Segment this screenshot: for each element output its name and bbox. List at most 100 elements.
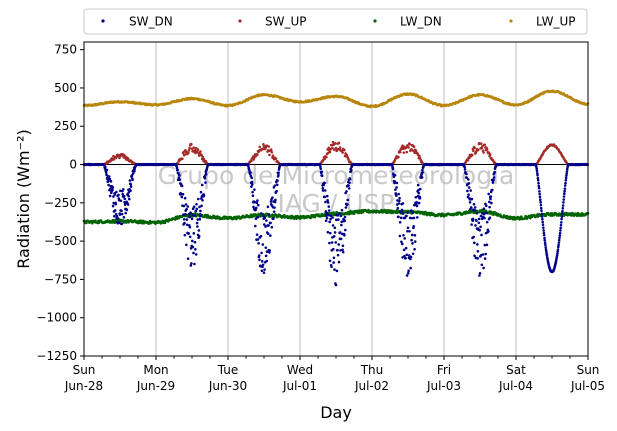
sw-dn-point <box>197 234 201 238</box>
sw-dn-point <box>326 201 330 204</box>
x-tick-label-date: Jun-30 <box>208 379 247 393</box>
sw-dn-point <box>332 256 336 260</box>
sw-dn-point <box>565 172 568 175</box>
sw-dn-point <box>194 253 198 256</box>
sw-dn-point <box>277 171 281 174</box>
sw-up-point <box>325 155 328 159</box>
sw-dn-point <box>274 198 277 202</box>
sw-dn-point <box>492 178 495 182</box>
sw-dn-point <box>200 204 203 208</box>
sw-up-point <box>488 153 492 156</box>
x-tick-label-date: Jun-29 <box>136 379 175 393</box>
sw-dn-point <box>204 172 208 176</box>
sw-dn-point <box>417 191 421 195</box>
sw-up-point <box>341 151 344 154</box>
sw-dn-point <box>200 183 204 187</box>
x-tick-label-date: Jul-02 <box>354 379 389 393</box>
sw-dn-point <box>409 266 413 270</box>
x-axis-title: Day <box>320 403 352 422</box>
sw-dn-point <box>562 195 566 198</box>
sw-dn-point <box>541 220 544 224</box>
sw-dn-point <box>325 216 329 220</box>
sw-dn-point <box>195 202 198 206</box>
sw-dn-point <box>561 204 565 207</box>
sw-dn-point <box>188 235 192 239</box>
sw-dn-point <box>394 188 397 191</box>
sw-up-point <box>334 142 337 145</box>
sw-dn-point <box>539 198 542 201</box>
sw-dn-point <box>343 215 347 219</box>
sw-dn-point <box>124 211 127 215</box>
lw-dn-point <box>357 211 361 215</box>
sw-dn-point <box>260 251 263 255</box>
sw-dn-point <box>331 224 335 227</box>
sw-dn-point <box>333 231 337 234</box>
sw-up-point <box>187 148 191 152</box>
sw-up-point <box>256 153 259 156</box>
sw-dn-point <box>184 212 187 216</box>
sw-dn-point <box>190 217 194 221</box>
sw-dn-point <box>272 210 276 213</box>
sw-dn-point <box>483 216 486 220</box>
sw-dn-point <box>557 241 561 244</box>
sw-dn-point <box>395 181 399 185</box>
legend-label-lw-dn: LW_DN <box>400 15 442 29</box>
sw-dn-point <box>125 208 129 212</box>
sw-up-point <box>267 145 271 148</box>
sw-dn-point <box>277 173 280 177</box>
sw-dn-point <box>336 248 339 252</box>
sw-dn-point <box>192 232 196 235</box>
sw-dn-point <box>329 231 332 235</box>
sw-dn-point <box>561 209 564 213</box>
sw-dn-point <box>404 256 407 260</box>
sw-dn-point <box>408 229 411 233</box>
sw-dn-point <box>186 257 190 260</box>
sw-dn-point <box>116 217 120 220</box>
sw-dn-point <box>257 203 260 207</box>
sw-dn-point <box>559 223 563 227</box>
sw-dn-point <box>467 182 471 185</box>
sw-dn-point <box>127 194 130 198</box>
sw-dn-point <box>195 207 199 211</box>
sw-dn-point <box>256 215 260 219</box>
sw-dn-point <box>417 201 421 205</box>
x-tick-label-day: Sun <box>73 363 96 377</box>
sw-dn-point <box>479 225 482 229</box>
sw-up-point <box>199 150 202 153</box>
sw-dn-point <box>542 229 545 232</box>
sw-up-point <box>343 148 346 152</box>
sw-dn-point <box>413 240 417 243</box>
sw-dn-point <box>404 246 408 250</box>
sw-dn-point <box>415 204 419 208</box>
sw-dn-point <box>564 181 567 185</box>
sw-dn-point <box>199 214 202 218</box>
legend-marker-sw-up <box>238 19 242 23</box>
sw-dn-point <box>203 176 207 180</box>
sw-dn-point <box>190 262 193 265</box>
sw-dn-point <box>477 217 481 221</box>
sw-dn-point <box>478 274 481 277</box>
sw-dn-point <box>176 168 179 172</box>
sw-dn-point <box>109 180 113 183</box>
sw-dn-point <box>484 252 488 256</box>
sw-dn-point <box>418 196 422 200</box>
sw-up-point <box>269 148 273 151</box>
sw-dn-point <box>319 167 323 170</box>
sw-dn-point <box>324 219 328 223</box>
sw-up-point <box>407 146 410 149</box>
sw-dn-point <box>536 173 539 177</box>
sw-dn-point <box>391 167 395 171</box>
sw-dn-point <box>346 203 349 206</box>
sw-dn-point <box>181 192 185 196</box>
sw-dn-point <box>269 221 272 225</box>
sw-dn-point <box>488 216 492 219</box>
sw-dn-point <box>128 179 132 182</box>
sw-dn-point <box>491 188 494 192</box>
sw-dn-point <box>184 203 188 206</box>
lw-dn-point <box>309 216 313 220</box>
x-tick-label-date: Jul-04 <box>498 379 533 393</box>
sw-dn-point <box>411 252 415 256</box>
y-tick-label: 500 <box>54 81 77 95</box>
sw-dn-point <box>249 171 252 174</box>
sw-dn-point <box>340 208 344 212</box>
